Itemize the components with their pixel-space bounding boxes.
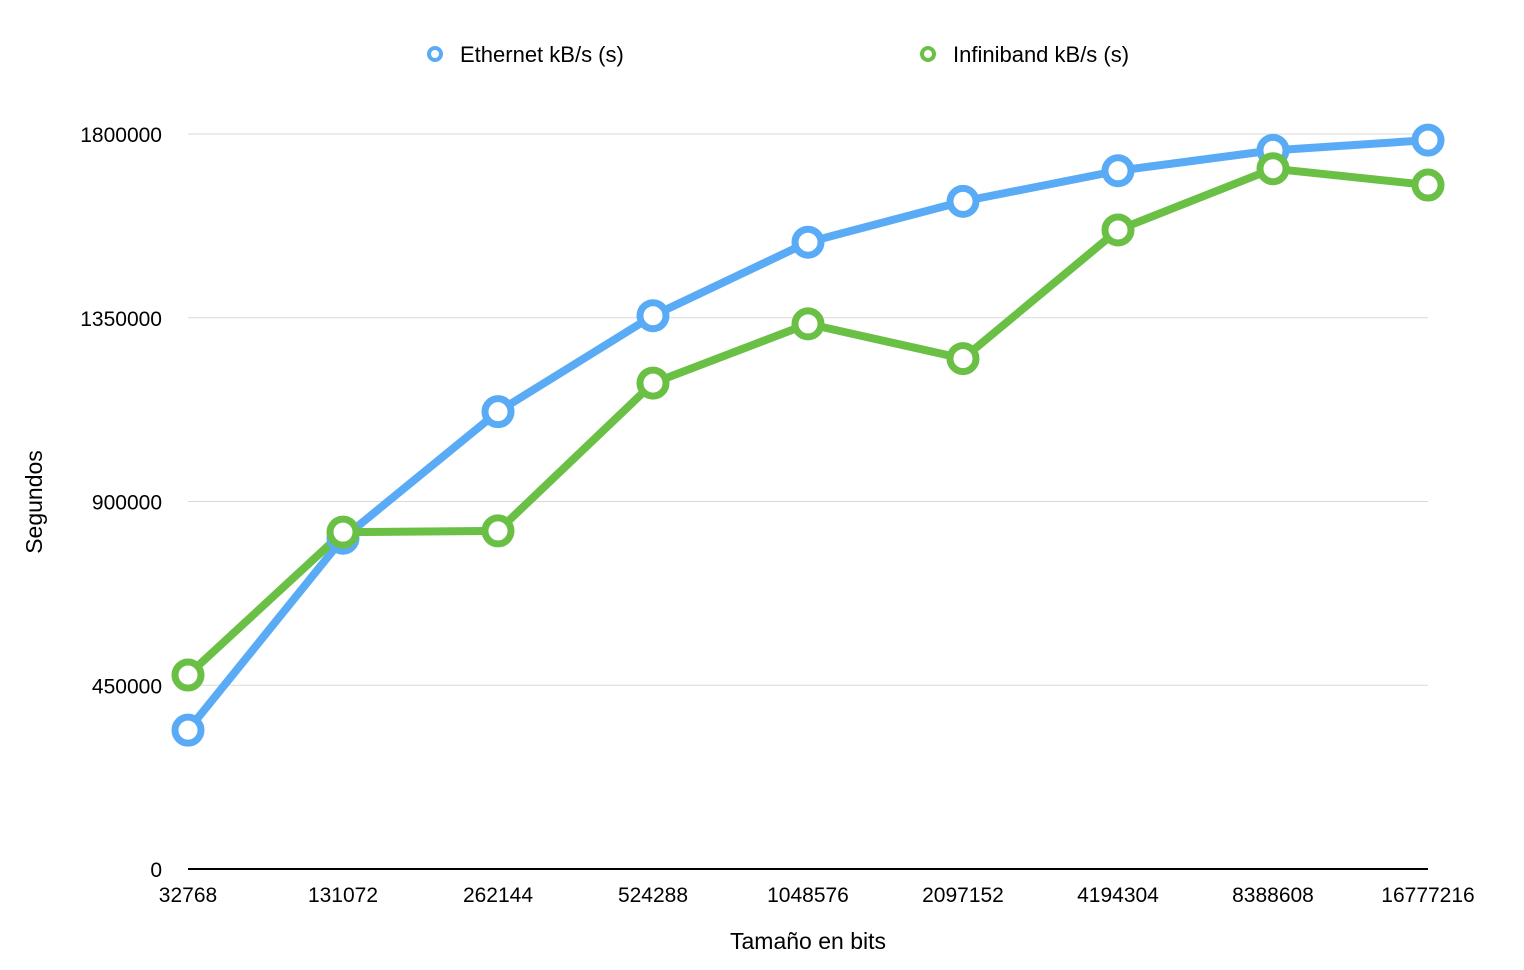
data-point xyxy=(171,658,205,692)
data-point xyxy=(791,225,825,259)
x-tick-label: 2097152 xyxy=(922,884,1004,907)
data-point xyxy=(481,395,515,429)
data-point xyxy=(1411,123,1445,157)
data-point xyxy=(481,514,515,548)
x-tick-label: 16777216 xyxy=(1381,884,1474,907)
data-point xyxy=(1256,152,1290,186)
y-tick-label: 450000 xyxy=(92,675,162,698)
data-point xyxy=(791,307,825,341)
legend-label: Ethernet kB/s (s) xyxy=(460,42,624,67)
x-tick-label: 262144 xyxy=(463,884,533,907)
legend-marker xyxy=(920,46,936,62)
y-axis-label: Segundos xyxy=(21,450,47,554)
x-axis-ticks: 32768 131072 262144 524288 1048576 2097152 419… xyxy=(159,884,1475,907)
data-point xyxy=(946,184,980,218)
y-tick-label: 1800000 xyxy=(80,124,162,147)
legend-marker xyxy=(427,46,443,62)
data-point xyxy=(946,342,980,376)
y-tick-label: 0 xyxy=(150,859,162,882)
data-point xyxy=(636,299,670,333)
data-point xyxy=(171,713,205,747)
data-point xyxy=(1101,213,1135,247)
gridlines xyxy=(188,133,1428,686)
x-axis-label: Tamaño en bits xyxy=(730,928,886,954)
x-tick-label: 4194304 xyxy=(1077,884,1159,907)
y-tick-label: 1350000 xyxy=(80,308,162,331)
y-tick-label: 900000 xyxy=(92,492,162,515)
legend-label: Infiniband kB/s (s) xyxy=(953,42,1129,67)
y-axis-ticks: 0 450000 900000 1350000 1800000 xyxy=(80,124,162,882)
legend: Ethernet kB/s (s) Infiniband kB/s (s) xyxy=(427,42,1129,67)
data-point xyxy=(636,366,670,400)
data-point xyxy=(1411,168,1445,202)
data-point xyxy=(326,515,360,549)
x-tick-label: 1048576 xyxy=(767,884,849,907)
data-point xyxy=(1101,154,1135,188)
x-tick-label: 524288 xyxy=(618,884,688,907)
x-tick-label: 131072 xyxy=(308,884,378,907)
series-group xyxy=(171,123,1445,747)
x-tick-label: 8388608 xyxy=(1232,884,1314,907)
x-tick-label: 32768 xyxy=(159,884,217,907)
